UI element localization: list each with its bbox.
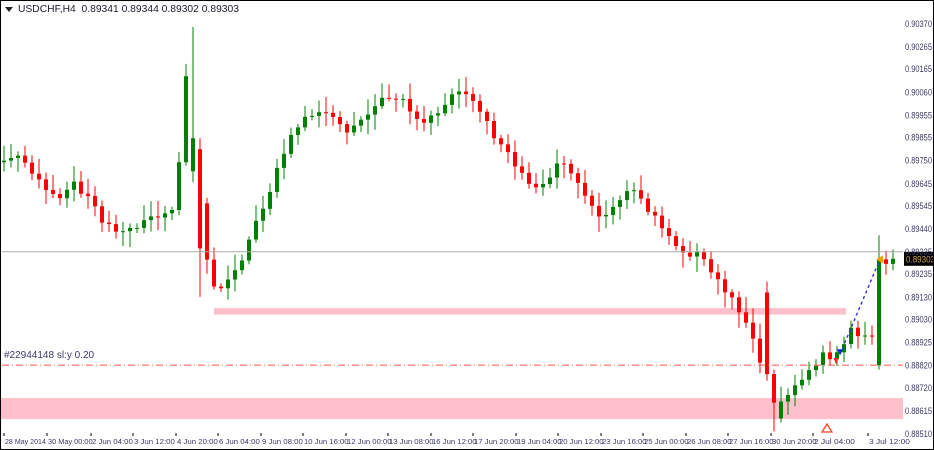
svg-text:0.90265: 0.90265 [905, 42, 932, 52]
svg-text:20 Jun 12:00: 20 Jun 12:00 [559, 437, 604, 446]
svg-text:0.89955: 0.89955 [905, 111, 932, 121]
svg-text:0.89855: 0.89855 [905, 133, 932, 143]
svg-text:3 Jul 12:00: 3 Jul 12:00 [869, 437, 910, 446]
svg-text:0.88925: 0.88925 [905, 338, 932, 348]
svg-text:0.90165: 0.90165 [905, 64, 932, 74]
svg-text:10 Jun 16:00: 10 Jun 16:00 [304, 437, 349, 446]
svg-text:0.89750: 0.89750 [905, 156, 932, 166]
svg-text:0.88615: 0.88615 [905, 406, 932, 416]
svg-text:26 Jun 08:00: 26 Jun 08:00 [687, 437, 732, 446]
svg-text:27 Jun 16:00: 27 Jun 16:00 [729, 437, 774, 446]
svg-text:0.89440: 0.89440 [905, 224, 932, 234]
svg-text:0.88720: 0.88720 [905, 383, 932, 393]
svg-text:0.90060: 0.90060 [905, 87, 932, 97]
svg-text:13 Jun 08:00: 13 Jun 08:00 [389, 437, 434, 446]
svg-text:2 Jul 04:00: 2 Jul 04:00 [814, 437, 855, 446]
svg-text:9 Jun 08:00: 9 Jun 08:00 [262, 437, 303, 446]
svg-text:12 Jun 00:00: 12 Jun 00:00 [347, 437, 392, 446]
svg-text:30 May 00:00: 30 May 00:00 [48, 437, 93, 446]
svg-text:0.89130: 0.89130 [905, 292, 932, 302]
svg-text:30 Jun 20:00: 30 Jun 20:00 [772, 437, 817, 446]
svg-text:4 Jun 20:00: 4 Jun 20:00 [177, 437, 218, 446]
svg-text:28 May 2014: 28 May 2014 [5, 437, 46, 446]
svg-text:25 Jun 00:00: 25 Jun 00:00 [644, 437, 689, 446]
svg-text:0.89335: 0.89335 [905, 247, 932, 257]
svg-text:3 Jun 12:00: 3 Jun 12:00 [134, 437, 175, 446]
svg-text:0.90370: 0.90370 [905, 19, 932, 29]
svg-text:0.89030: 0.89030 [905, 314, 932, 324]
svg-text:23 Jun 16:00: 23 Jun 16:00 [602, 437, 647, 446]
svg-text:0.88820: 0.88820 [905, 361, 932, 371]
svg-text:0.89545: 0.89545 [905, 201, 932, 211]
svg-text:0.89645: 0.89645 [905, 179, 932, 189]
svg-text:2 Jun 04:00: 2 Jun 04:00 [92, 437, 133, 446]
svg-text:16 Jun 12:00: 16 Jun 12:00 [432, 437, 477, 446]
svg-text:6 Jun 04:00: 6 Jun 04:00 [219, 437, 260, 446]
svg-text:0.89235: 0.89235 [905, 269, 932, 279]
svg-text:17 Jun 20:00: 17 Jun 20:00 [474, 437, 519, 446]
svg-text:19 Jun 04:00: 19 Jun 04:00 [517, 437, 562, 446]
